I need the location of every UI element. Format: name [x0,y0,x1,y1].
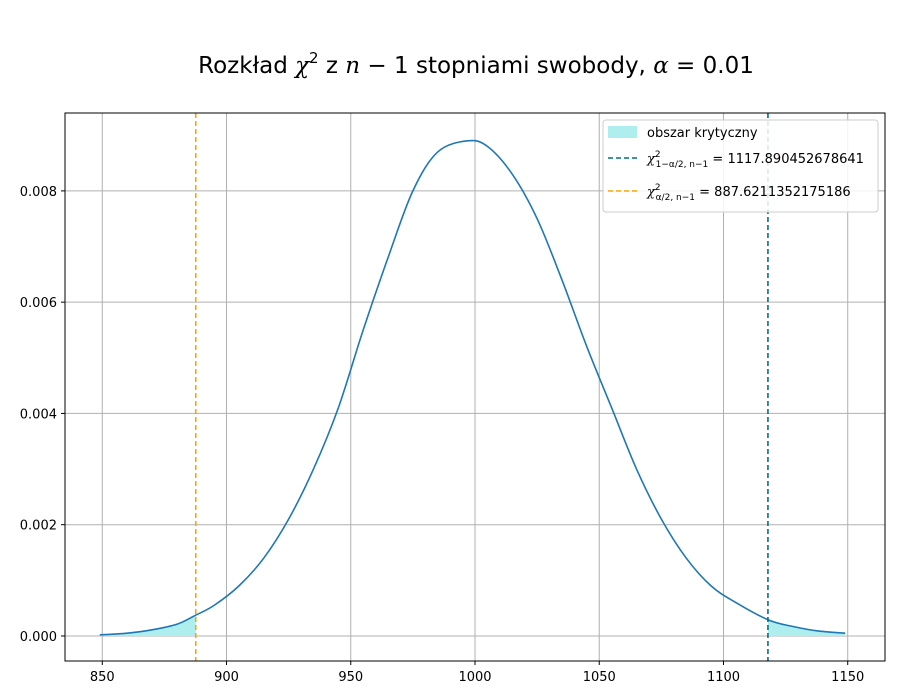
title-alpha: α [653,53,669,79]
y-tick-label-4: 0.008 [20,185,57,200]
x-axis-ticks: 850 900 950 1000 1050 1100 1150 [90,661,864,685]
legend-label-upper-critical: χ2 1−α/2, n−1 = 1117.890452678641 [646,150,864,170]
chart-title: Rozkład χ2 z n − 1 stopniami swobody, α … [198,49,754,79]
y-tick-label-2: 0.004 [20,407,57,422]
title-eq: = 0.01 [669,53,754,79]
legend-label-critical-region: obszar krytyczny [647,126,758,141]
y-axis-ticks: 0.000 0.002 0.004 0.006 0.008 [20,185,65,645]
y-tick-label-3: 0.006 [20,296,57,311]
x-tick-label-2: 950 [338,670,363,685]
x-tick-label-0: 850 [90,670,115,685]
critical-region-left [99,615,196,636]
legend: obszar krytyczny χ2 1−α/2, n−1 = 1117.890… [602,119,879,213]
title-z: z [319,53,346,79]
critical-regions [99,615,846,636]
legend-upper-sub: 1−α/2, n−1 [656,160,709,170]
legend-swatch-critical-region [608,126,637,138]
legend-box [602,119,879,213]
title-stopnie: stopniami swobody, [409,53,654,79]
x-tick-label-5: 1100 [707,670,740,685]
legend-lower-chi: χ [646,185,656,200]
x-tick-label-3: 1000 [458,670,491,685]
critical-region-right [767,619,846,636]
y-tick-label-1: 0.002 [20,519,57,534]
title-minus1: − 1 [360,53,409,79]
legend-upper-chi: χ [646,152,656,167]
title-prefix: Rozkład [198,53,295,79]
legend-label-lower-critical: χ2 α/2, n−1 = 887.6211352175186 [646,183,851,203]
legend-lower-sub: α/2, n−1 [656,193,695,203]
legend-upper-sup: 2 [655,150,661,160]
legend-upper-value: = 1117.890452678641 [708,152,864,167]
x-tick-label-1: 900 [214,670,239,685]
curve-layer [99,139,846,636]
y-tick-label-0: 0.000 [20,630,57,645]
legend-lower-sup: 2 [655,183,661,193]
title-n: n [345,53,360,79]
x-tick-label-4: 1050 [583,670,616,685]
legend-lower-value: = 887.6211352175186 [695,185,851,200]
title-sup: 2 [309,49,319,67]
title-chi: χ [293,53,311,79]
x-tick-label-6: 1150 [831,670,864,685]
pdf-curve [99,139,846,636]
